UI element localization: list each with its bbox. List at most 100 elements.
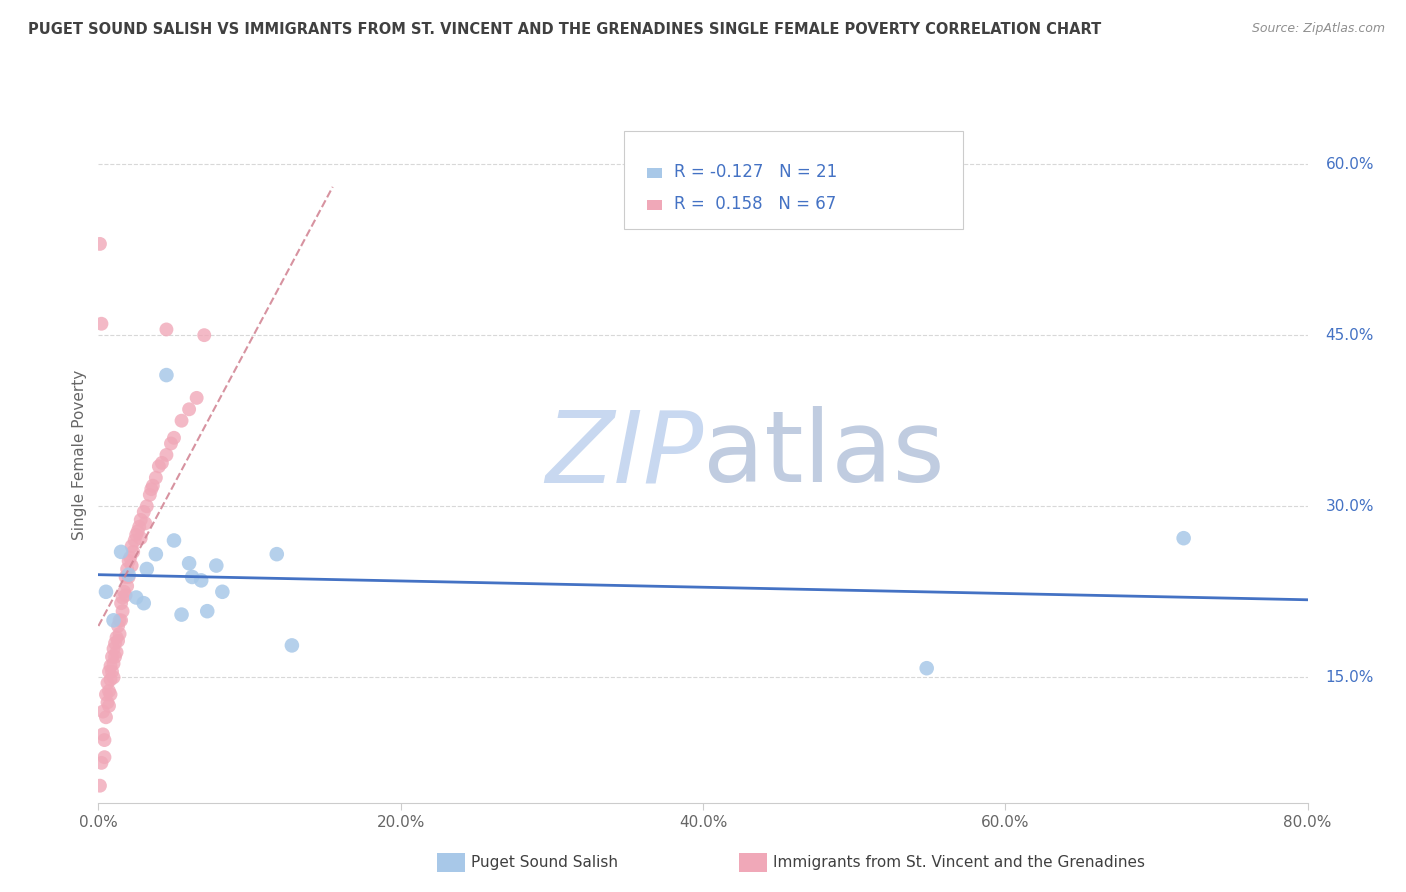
Point <box>186 391 208 405</box>
Point <box>98 665 121 679</box>
Text: ZIP: ZIP <box>544 407 703 503</box>
Point <box>132 596 155 610</box>
Text: R =  0.158   N = 67: R = 0.158 N = 67 <box>673 195 837 213</box>
Point <box>121 539 143 553</box>
Point <box>108 613 131 627</box>
Point <box>94 688 117 702</box>
FancyBboxPatch shape <box>647 200 662 210</box>
Point <box>100 673 122 687</box>
Point <box>91 705 114 719</box>
Y-axis label: Single Female Poverty: Single Female Poverty <box>72 370 87 540</box>
Point <box>120 550 142 565</box>
Point <box>93 750 115 764</box>
Point <box>110 596 132 610</box>
Point <box>110 545 132 559</box>
Point <box>111 604 134 618</box>
Text: Immigrants from St. Vincent and the Grenadines: Immigrants from St. Vincent and the Gren… <box>773 855 1144 870</box>
Point <box>211 584 233 599</box>
Point <box>150 456 173 470</box>
Point <box>1173 531 1195 545</box>
FancyBboxPatch shape <box>624 131 963 229</box>
Point <box>114 588 136 602</box>
Point <box>105 645 128 659</box>
Point <box>134 516 156 531</box>
FancyBboxPatch shape <box>647 168 662 178</box>
Text: R = -0.127   N = 21: R = -0.127 N = 21 <box>673 163 838 181</box>
Point <box>170 607 193 622</box>
Point <box>114 570 136 584</box>
Point <box>105 631 128 645</box>
Point <box>145 547 167 561</box>
Point <box>101 665 124 679</box>
Point <box>103 657 125 671</box>
Point <box>128 520 150 534</box>
Point <box>142 479 165 493</box>
Point <box>177 402 201 417</box>
Point <box>190 574 212 588</box>
Point <box>127 524 149 539</box>
Point <box>155 448 177 462</box>
Point <box>103 613 125 627</box>
Point <box>112 584 135 599</box>
Text: 30.0%: 30.0% <box>1326 499 1374 514</box>
Point <box>170 414 193 428</box>
Point <box>155 368 177 382</box>
Point <box>98 698 121 713</box>
Point <box>205 558 228 573</box>
Point <box>90 317 112 331</box>
Point <box>139 488 162 502</box>
Point <box>135 500 157 514</box>
Point <box>98 684 121 698</box>
Point <box>281 639 304 653</box>
Point <box>163 533 186 548</box>
Point <box>118 570 141 584</box>
Point <box>108 627 131 641</box>
Point <box>148 459 170 474</box>
Text: Source: ZipAtlas.com: Source: ZipAtlas.com <box>1251 22 1385 36</box>
Point <box>129 531 152 545</box>
Point <box>103 670 125 684</box>
Point <box>118 567 141 582</box>
Point <box>100 659 122 673</box>
Point <box>129 513 152 527</box>
Text: 45.0%: 45.0% <box>1326 327 1374 343</box>
Point <box>115 579 138 593</box>
Point <box>177 556 201 570</box>
Text: atlas: atlas <box>703 407 945 503</box>
Point <box>104 649 127 664</box>
Point <box>163 431 186 445</box>
Point <box>96 695 118 709</box>
Point <box>94 710 117 724</box>
Point <box>90 756 112 770</box>
Point <box>145 471 167 485</box>
Point <box>91 727 114 741</box>
Point <box>89 779 111 793</box>
Point <box>104 636 127 650</box>
Point <box>94 584 117 599</box>
Point <box>193 328 215 343</box>
Point <box>125 528 148 542</box>
Text: 15.0%: 15.0% <box>1326 670 1374 685</box>
Point <box>89 236 111 251</box>
Point <box>103 641 125 656</box>
Point <box>915 661 938 675</box>
Point <box>100 688 122 702</box>
Text: Puget Sound Salish: Puget Sound Salish <box>471 855 617 870</box>
Point <box>135 562 157 576</box>
Point <box>107 633 129 648</box>
Point <box>125 591 148 605</box>
Point <box>122 545 145 559</box>
Text: 60.0%: 60.0% <box>1326 157 1374 171</box>
Point <box>266 547 288 561</box>
Point <box>110 613 132 627</box>
Text: PUGET SOUND SALISH VS IMMIGRANTS FROM ST. VINCENT AND THE GRENADINES SINGLE FEMA: PUGET SOUND SALISH VS IMMIGRANTS FROM ST… <box>28 22 1101 37</box>
Point <box>124 533 146 548</box>
Point <box>181 570 204 584</box>
Point <box>118 554 141 568</box>
Point <box>121 558 143 573</box>
Point <box>96 676 118 690</box>
Point <box>115 562 138 576</box>
Point <box>155 322 177 336</box>
Point <box>141 482 163 496</box>
Point <box>160 436 183 450</box>
